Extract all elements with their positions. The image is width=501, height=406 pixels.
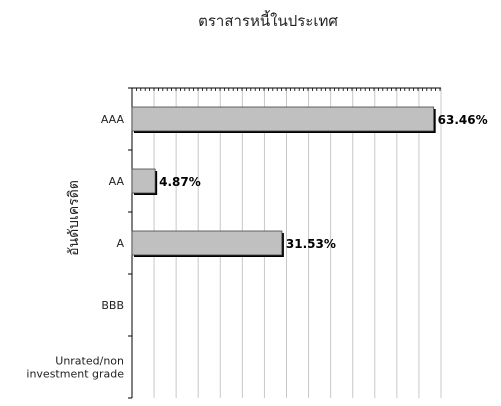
data-label-aa: 4.87% (159, 175, 201, 189)
category-label: AAA (101, 113, 125, 126)
bar-a (131, 230, 283, 256)
bar-aaa (131, 106, 435, 132)
category-label-line: investment grade (26, 368, 124, 381)
y-axis-label: อันดับเครดิต (66, 180, 82, 256)
category-label-line: Unrated/non (55, 355, 124, 368)
data-label-a: 31.53% (286, 237, 336, 251)
chart-title: ตราสารหนี้ในประเทศ (198, 10, 338, 30)
category-label-line: AAA (101, 113, 125, 126)
category-label-line: AA (109, 175, 125, 188)
category-label: Unrated/non investment grade (26, 355, 124, 381)
data-label-aaa: 63.46% (438, 113, 488, 127)
category-label-line: BBB (101, 299, 124, 312)
bars: 63.46% 4.87% 31.53% (131, 106, 488, 257)
category-label: BBB (101, 299, 124, 312)
category-label: AA (109, 175, 125, 188)
bar-aa (131, 168, 156, 194)
category-label-line: A (116, 237, 124, 250)
category-label: A (116, 237, 124, 250)
